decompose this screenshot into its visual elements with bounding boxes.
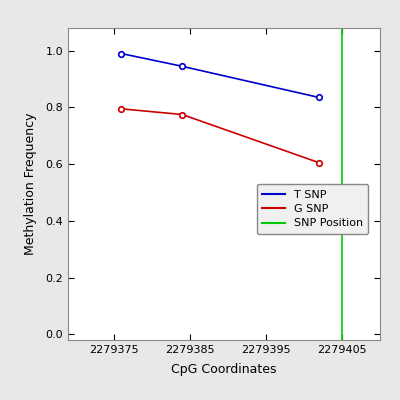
G SNP (317, 160, 322, 165)
T SNP (317, 95, 322, 100)
T SNP (119, 51, 124, 56)
T SNP (180, 64, 184, 69)
Legend: T SNP, G SNP, SNP Position: T SNP, G SNP, SNP Position (257, 184, 368, 234)
X-axis label: CpG Coordinates: CpG Coordinates (171, 363, 277, 376)
Line: T SNP: T SNP (118, 51, 322, 100)
G SNP (180, 112, 184, 117)
G SNP (119, 106, 124, 111)
Y-axis label: Methylation Frequency: Methylation Frequency (24, 113, 37, 255)
Line: G SNP: G SNP (118, 106, 322, 166)
